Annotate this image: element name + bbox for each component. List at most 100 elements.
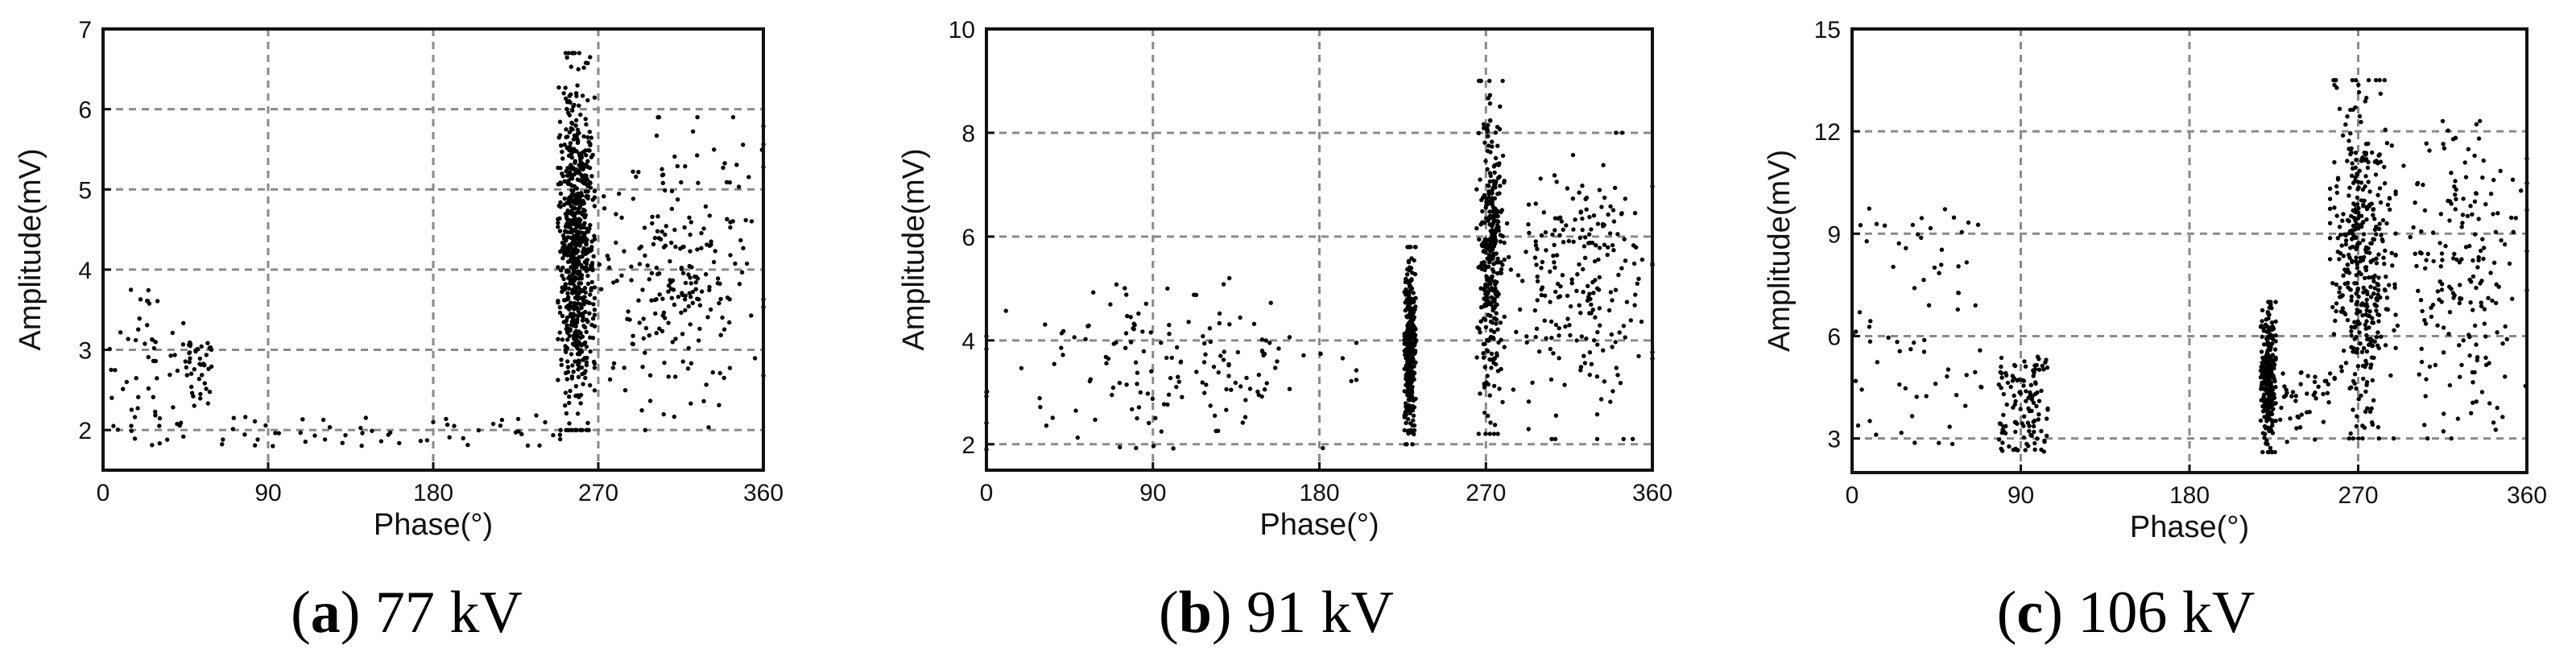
panel-b-point xyxy=(1606,308,1612,313)
panel-c-point xyxy=(2260,334,2264,339)
panel-c-point xyxy=(2443,243,2448,249)
panel-b-point xyxy=(1238,384,1243,389)
panel-b-point xyxy=(1233,380,1238,386)
panel-a-point xyxy=(574,195,579,200)
panel-a-point xyxy=(643,325,649,331)
panel-c-point xyxy=(2361,345,2367,351)
panel-a-point xyxy=(573,91,579,96)
panel-c-point xyxy=(2377,186,2383,191)
panel-b-point xyxy=(1544,248,1548,253)
panel-c-point xyxy=(2367,409,2373,415)
panel-a-point xyxy=(569,242,573,247)
panel-c-point xyxy=(2437,297,2442,302)
panel-b-point xyxy=(1402,349,1407,353)
panel-a-point xyxy=(701,226,706,231)
panel-a-point xyxy=(580,230,585,235)
panel-c-point xyxy=(2499,238,2504,243)
panel-b-point xyxy=(1153,415,1158,420)
panel-c-point xyxy=(2438,212,2443,217)
panel-b-point xyxy=(1511,387,1516,392)
panel-b-point xyxy=(1534,326,1540,331)
panel-b-point xyxy=(1610,298,1615,303)
panel-c-point xyxy=(2261,394,2266,399)
panel-a-point xyxy=(208,345,213,350)
panel-a-point xyxy=(378,439,384,444)
panel-a-point xyxy=(187,360,192,365)
panel-a-point xyxy=(557,310,563,315)
panel-c-point xyxy=(2022,414,2027,419)
panel-c-point xyxy=(2327,196,2333,201)
panel-a-point xyxy=(680,291,684,295)
panel-b-y-tick-label: 4 xyxy=(961,328,975,355)
panel-a-point xyxy=(660,328,665,334)
panel-b-point xyxy=(1557,356,1561,361)
panel-b-point xyxy=(1405,266,1410,272)
panel-c-point xyxy=(2340,133,2346,138)
panel-c-point xyxy=(2367,309,2372,314)
panel-c-point xyxy=(2374,159,2379,163)
panel-a-point xyxy=(573,261,577,266)
panel-a-point xyxy=(573,384,579,389)
panel-b-point xyxy=(1118,444,1123,450)
panel-b-point xyxy=(1318,351,1323,357)
panel-c-point xyxy=(2294,426,2299,431)
panel-c-point xyxy=(2330,281,2335,286)
panel-a-point xyxy=(606,257,611,262)
panel-b-point xyxy=(1481,249,1486,254)
panel-b-point xyxy=(1608,204,1613,209)
panel-b-point xyxy=(1584,207,1589,212)
panel-c-point xyxy=(2461,196,2466,201)
panel-c-point xyxy=(1956,291,1961,295)
panel-a-point xyxy=(556,337,560,341)
panel-b-point xyxy=(1481,355,1486,360)
panel-a-point xyxy=(663,232,668,238)
panel-c-point xyxy=(2266,402,2271,407)
panel-c-point xyxy=(2366,77,2371,83)
panel-b-point xyxy=(1594,436,1600,441)
panel-c-point xyxy=(1996,382,2001,387)
panel-b-point xyxy=(1495,256,1500,261)
panel-a-point xyxy=(181,434,186,439)
panel-b-point xyxy=(1226,363,1231,368)
panel-c-point xyxy=(2339,243,2344,248)
panel-c-point xyxy=(1864,239,1869,244)
panel-b-point xyxy=(1075,435,1081,440)
panel-b-point xyxy=(1402,332,1407,337)
panel-b-point xyxy=(1174,384,1179,390)
panel-c-point xyxy=(2268,354,2273,359)
panel-c-point xyxy=(1867,324,1872,329)
panel-b-point xyxy=(1483,432,1488,436)
panel-b-point xyxy=(1601,163,1606,167)
panel-b-point xyxy=(1539,233,1544,238)
panel-b-point xyxy=(1404,401,1408,406)
panel-c-point xyxy=(2324,378,2329,383)
panel-b-point xyxy=(1104,361,1109,366)
panel-c-point xyxy=(2340,218,2345,223)
panel-b-point xyxy=(1482,302,1488,307)
panel-c-point xyxy=(2365,165,2371,170)
panel-a-point xyxy=(660,313,665,318)
panel-c-point xyxy=(2469,279,2474,284)
panel-c-point xyxy=(2264,329,2269,334)
panel-a-point xyxy=(653,311,658,316)
panel-a-point xyxy=(671,287,676,292)
panel-b-point xyxy=(1147,420,1152,426)
panel-b-point xyxy=(1093,417,1098,422)
panel-b-point xyxy=(1553,265,1557,270)
panel-b-point xyxy=(1564,223,1569,228)
panel-a-point xyxy=(580,93,585,98)
panel-a-point xyxy=(647,277,651,282)
panel-a-point xyxy=(564,173,570,178)
panel-c-point xyxy=(2384,307,2388,312)
panel-b-point xyxy=(1404,406,1409,411)
panel-b-point xyxy=(1623,335,1627,340)
panel-a-point xyxy=(631,169,635,174)
panel-c-point xyxy=(2447,310,2453,315)
panel-c-point xyxy=(2342,281,2347,287)
panel-b-point xyxy=(1482,288,1487,293)
panel-b-point xyxy=(1485,246,1491,251)
panel-b-point xyxy=(1631,261,1637,266)
panel-b-point xyxy=(1606,245,1611,250)
panel-b-point xyxy=(1502,314,1507,320)
